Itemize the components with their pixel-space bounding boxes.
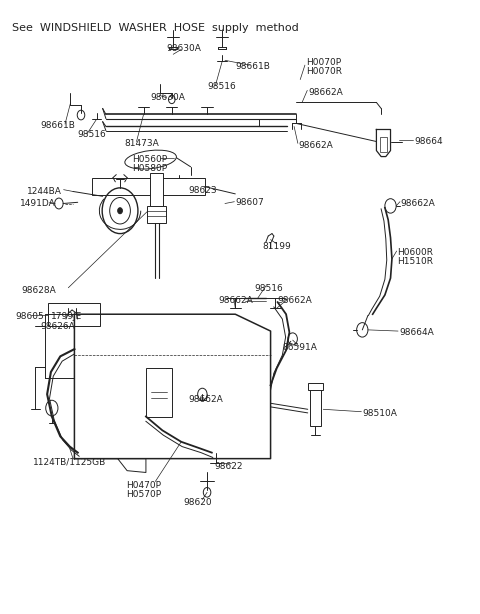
Bar — [310, 389, 322, 426]
Text: 98662A: 98662A — [299, 141, 334, 150]
Text: 98623: 98623 — [188, 187, 217, 195]
Text: H0600R: H0600R — [397, 248, 433, 257]
Bar — [48, 303, 100, 326]
Text: H0580P: H0580P — [132, 164, 167, 173]
Text: 1799JE: 1799JE — [51, 312, 82, 321]
Text: 1244BA: 1244BA — [27, 187, 62, 196]
Text: See  WINDSHIELD  WASHER  HOSE  supply  method: See WINDSHIELD WASHER HOSE supply method — [12, 23, 299, 33]
Bar — [308, 383, 323, 390]
Text: 98662A: 98662A — [188, 395, 223, 403]
Text: 1491DA: 1491DA — [20, 199, 56, 208]
Text: 98516: 98516 — [254, 284, 283, 293]
Text: 81473A: 81473A — [125, 139, 159, 148]
Text: 98630A: 98630A — [166, 44, 201, 53]
Text: H0470P: H0470P — [126, 481, 161, 489]
Text: 98661B: 98661B — [40, 121, 75, 130]
Bar — [150, 173, 163, 206]
Text: 98662A: 98662A — [400, 199, 435, 208]
Text: 98664A: 98664A — [399, 328, 434, 337]
Circle shape — [118, 208, 122, 214]
Text: H0570P: H0570P — [126, 489, 161, 499]
Text: 98662A: 98662A — [219, 297, 253, 306]
Text: H0560P: H0560P — [132, 155, 167, 164]
Text: 98605: 98605 — [15, 312, 44, 321]
Text: 98516: 98516 — [78, 130, 107, 139]
Text: 98622: 98622 — [214, 462, 242, 471]
Text: 98628A: 98628A — [21, 286, 56, 295]
Text: 98620: 98620 — [183, 498, 212, 507]
Bar — [146, 368, 172, 416]
Text: H0070R: H0070R — [306, 67, 342, 76]
Text: 86591A: 86591A — [282, 343, 317, 352]
Text: H1510R: H1510R — [397, 257, 433, 266]
Ellipse shape — [125, 150, 177, 169]
Text: 98662A: 98662A — [277, 297, 312, 306]
Text: 98661B: 98661B — [235, 62, 270, 71]
Text: 98662A: 98662A — [308, 88, 343, 96]
Text: 81199: 81199 — [263, 243, 291, 251]
Text: 1124TB/1125GB: 1124TB/1125GB — [33, 457, 106, 466]
Bar — [147, 206, 166, 223]
Text: 98630A: 98630A — [151, 93, 185, 102]
Text: 98626A: 98626A — [40, 322, 75, 332]
Text: 98607: 98607 — [235, 198, 264, 208]
Text: H0070P: H0070P — [306, 58, 341, 66]
Bar — [92, 178, 204, 195]
Text: 98516: 98516 — [207, 82, 236, 91]
Bar — [380, 138, 387, 152]
Text: 98664: 98664 — [414, 137, 443, 146]
Text: 98510A: 98510A — [362, 409, 397, 418]
